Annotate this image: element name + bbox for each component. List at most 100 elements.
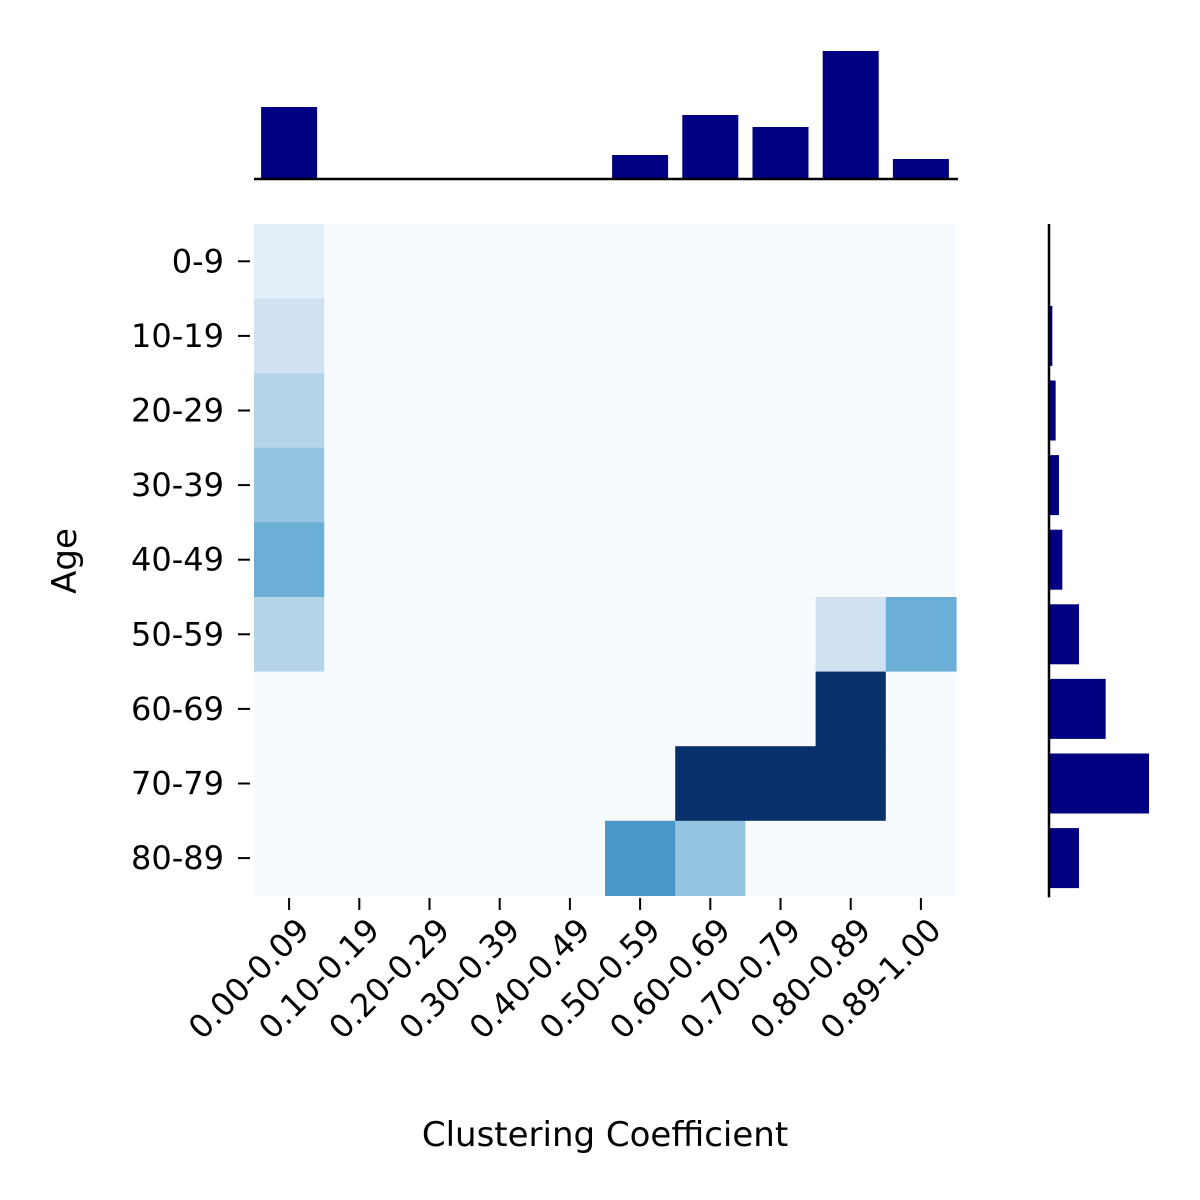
heatmap-cell (534, 597, 606, 673)
right-hist-bar (1049, 305, 1053, 366)
top-hist-bar (612, 155, 669, 179)
heatmap-cell (885, 447, 957, 523)
heatmap-cell (605, 746, 676, 822)
heatmap-cell (394, 447, 466, 523)
heatmap-cell (675, 522, 746, 598)
heatmap-cell (605, 447, 676, 523)
heatmap-cell (815, 522, 887, 598)
y-tick-label: 0-9 (172, 242, 224, 280)
heatmap-cell (815, 746, 887, 822)
x-axis-label: Clustering Coefficient (422, 1115, 788, 1155)
heatmap-cell (815, 224, 887, 300)
heatmap-cell (885, 820, 957, 896)
heatmap-cell (534, 522, 606, 598)
heatmap-cell (534, 820, 606, 896)
top-hist-bar (682, 115, 739, 179)
heatmap-cell (745, 671, 817, 747)
heatmap-cell (324, 522, 395, 598)
heatmap-cell (815, 298, 887, 374)
heatmap-cell (675, 746, 746, 822)
heatmap-cell (534, 224, 606, 300)
heatmap-cell (464, 447, 536, 523)
y-tick-label: 80-89 (131, 839, 224, 877)
heatmap-cell (745, 597, 817, 673)
heatmap-cell (745, 298, 817, 374)
heatmap-cell (885, 597, 957, 673)
heatmap-cell (324, 373, 395, 449)
heatmap-cell (254, 746, 325, 822)
top-hist-bar (822, 51, 879, 179)
heatmap-cell (605, 522, 676, 598)
heatmap-cell (534, 746, 606, 822)
right-hist-bar (1049, 529, 1063, 590)
top-hist-bar (752, 127, 809, 179)
right-hist-bar (1049, 828, 1079, 889)
heatmap-cell (394, 373, 466, 449)
heatmap-cell (254, 597, 325, 673)
heatmap-cell (885, 298, 957, 374)
heatmap-cell (254, 373, 325, 449)
right-hist-bar (1049, 753, 1149, 814)
heatmap-cell (324, 597, 395, 673)
heatmap-cell (464, 522, 536, 598)
heatmap-cell (464, 373, 536, 449)
heatmap-cell (464, 224, 536, 300)
y-tick-label: 70-79 (131, 765, 224, 803)
heatmap-cell (254, 298, 325, 374)
heatmap-cell (675, 373, 746, 449)
heatmap-cell (745, 224, 817, 300)
heatmap-cell (534, 373, 606, 449)
heatmap-cell (885, 522, 957, 598)
heatmap-cell (675, 224, 746, 300)
heatmap-cell (464, 671, 536, 747)
y-tick-label: 40-49 (131, 541, 224, 579)
heatmap-cell (885, 224, 957, 300)
heatmap-cell (675, 447, 746, 523)
right-hist-bar (1049, 604, 1079, 665)
heatmap-cell (394, 820, 466, 896)
heatmap-cell (394, 522, 466, 598)
top-hist-bar (261, 107, 318, 179)
heatmap-cell (324, 671, 395, 747)
heatmap-cell (605, 298, 676, 374)
heatmap-cell (745, 820, 817, 896)
y-tick-label: 20-29 (131, 392, 224, 430)
heatmap-cell (605, 671, 676, 747)
heatmap-cell (815, 597, 887, 673)
heatmap-cell (885, 746, 957, 822)
heatmap-cell (675, 820, 746, 896)
heatmap-cell (534, 298, 606, 374)
heatmap-cell (324, 447, 395, 523)
y-axis: 0-9 10-19 20-29 30-39 40-49 50-59 60-69 70-79 80… (131, 242, 250, 877)
heatmap-cell (605, 373, 676, 449)
heatmap-cell (885, 671, 957, 747)
top-hist-bar (892, 159, 949, 179)
heatmap-cell (324, 746, 395, 822)
y-tick-label: 10-19 (131, 317, 224, 355)
right-hist-bar (1049, 380, 1056, 441)
heatmap-cell (464, 597, 536, 673)
y-tick-label: 60-69 (131, 690, 224, 728)
heatmap-cell (394, 597, 466, 673)
y-tick-label: 30-39 (131, 466, 224, 504)
heatmap-cell (815, 447, 887, 523)
heatmap-cell (254, 820, 325, 896)
heatmap-cell (394, 746, 466, 822)
heatmap-cell (745, 447, 817, 523)
heatmap-cell (394, 671, 466, 747)
heatmap-cell (254, 522, 325, 598)
heatmap-cell (605, 224, 676, 300)
heatmap-cell (464, 820, 536, 896)
heatmap-cell (675, 671, 746, 747)
heatmap-cell (394, 224, 466, 300)
heatmap-cell (324, 224, 395, 300)
x-axis: 0.00-0.090.10-0.190.20-0.290.30-0.390.40… (181, 898, 949, 1047)
heatmap-cell (745, 522, 817, 598)
heatmap-cell (815, 373, 887, 449)
heatmap-cell (324, 298, 395, 374)
heatmap (254, 224, 957, 896)
heatmap-cell (675, 597, 746, 673)
heatmap-cell (675, 298, 746, 374)
right-hist-bar (1049, 678, 1106, 739)
